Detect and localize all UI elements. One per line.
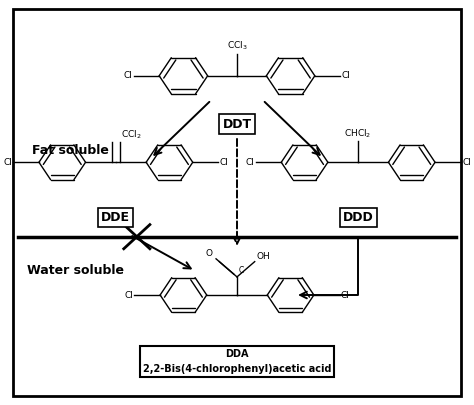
Text: DDD: DDD bbox=[343, 211, 374, 224]
Text: CHCl$_2$: CHCl$_2$ bbox=[345, 128, 372, 140]
Text: OH: OH bbox=[256, 252, 270, 261]
Text: Cl: Cl bbox=[124, 290, 133, 300]
Text: Cl: Cl bbox=[246, 158, 254, 167]
Text: O: O bbox=[206, 249, 213, 258]
Text: CCl$_3$: CCl$_3$ bbox=[227, 40, 247, 53]
Text: CCl$_2$: CCl$_2$ bbox=[121, 128, 142, 141]
Text: Water soluble: Water soluble bbox=[27, 264, 124, 277]
Text: Cl: Cl bbox=[341, 290, 350, 300]
Text: Cl: Cl bbox=[342, 71, 351, 80]
Text: Cl: Cl bbox=[462, 158, 471, 167]
Text: Cl: Cl bbox=[220, 158, 228, 167]
Text: C: C bbox=[239, 266, 244, 275]
Text: DDE: DDE bbox=[101, 211, 130, 224]
Text: Cl: Cl bbox=[123, 71, 132, 80]
Text: Fat soluble: Fat soluble bbox=[32, 144, 109, 157]
Text: DDA
2,2-Bis(4-chlorophenyl)acetic acid: DDA 2,2-Bis(4-chlorophenyl)acetic acid bbox=[143, 349, 331, 374]
Text: DDT: DDT bbox=[222, 117, 252, 130]
Text: Cl: Cl bbox=[3, 158, 12, 167]
